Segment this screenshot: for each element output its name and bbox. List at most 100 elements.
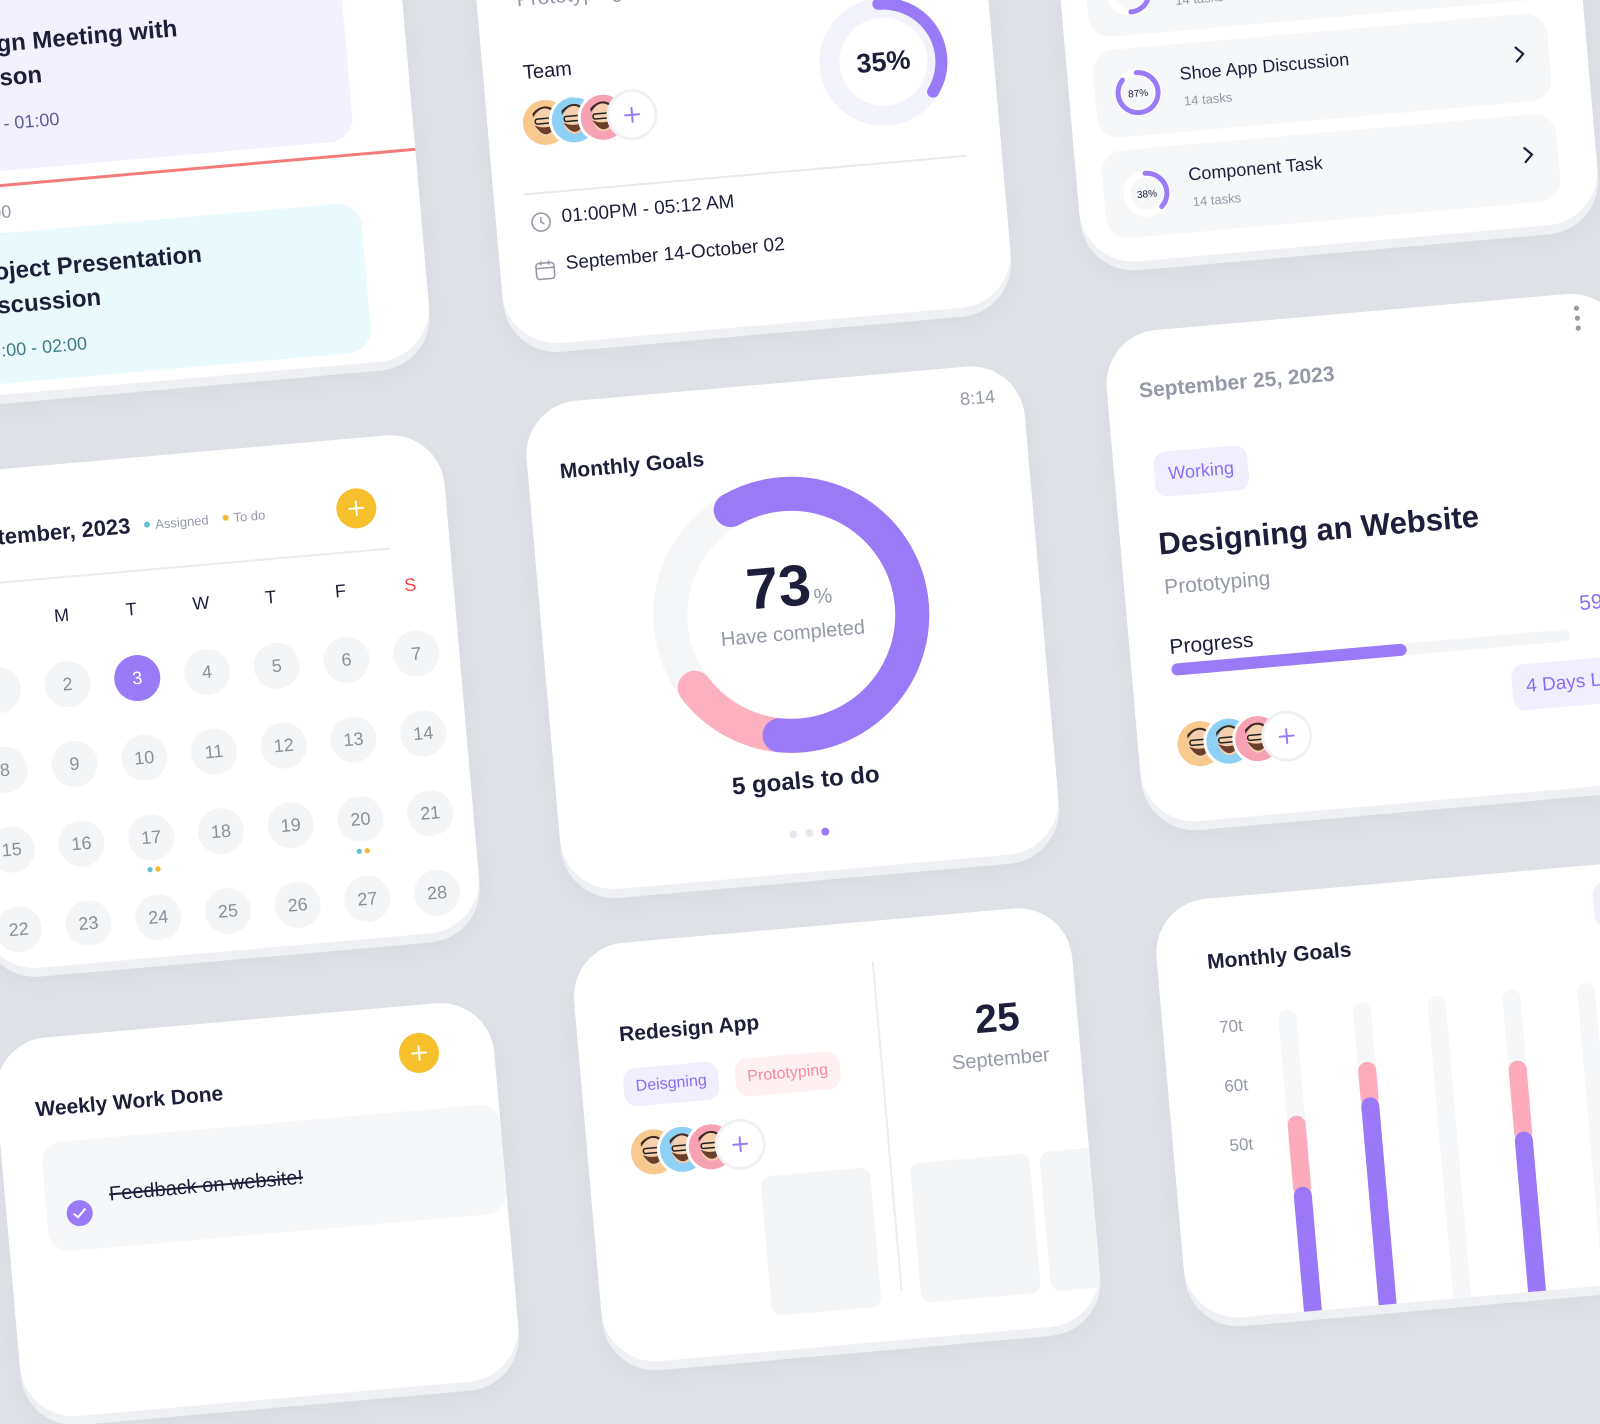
event-dot (147, 867, 153, 873)
avatar-beard (592, 118, 615, 130)
status-pill: Working (1152, 444, 1250, 498)
day-circle (135, 894, 182, 941)
bar-chart: 70t 60t 50t (1218, 982, 1600, 1322)
task-subtitle: 14 tasks (1183, 89, 1233, 109)
avatar-hair (669, 1133, 694, 1145)
clock: 8:14 (959, 386, 996, 410)
progress-fill (1171, 643, 1407, 676)
day-circle (393, 630, 440, 677)
weekday-label: F (334, 581, 347, 602)
add-icon (1278, 728, 1295, 745)
progress-value: 59 (1578, 590, 1600, 616)
task-subtitle: 14 tasks (1175, 0, 1225, 8)
y-tick-label: 50t (1229, 1134, 1254, 1155)
chevron (1523, 147, 1534, 164)
day-label: 11 (204, 741, 224, 763)
bar (1358, 1061, 1379, 1107)
todo-text: Feedback on website! (108, 1166, 304, 1206)
bar (1361, 1097, 1407, 1322)
bar (1508, 1060, 1533, 1141)
card-title: Redesign App (618, 1011, 761, 1047)
goal-ring (653, 476, 930, 753)
y-tick-label: 60t (1224, 1075, 1249, 1096)
add-icon (732, 1136, 749, 1153)
day-circle (51, 740, 98, 787)
category: Prototyping (516, 0, 624, 12)
project-title: Designing an Website (1156, 498, 1481, 562)
time-range: 01:00PM - 05:12 AM (560, 191, 736, 228)
add-button[interactable] (335, 487, 378, 530)
task-title: Shoe App Discussion (1178, 49, 1350, 84)
day-number: 25 (973, 994, 1022, 1043)
pager-dot (805, 829, 814, 838)
schedule-card: gn Meeting with son - 01:00 00 oject Present… (0, 0, 434, 401)
avatar-beard (671, 1150, 694, 1162)
day-circle (44, 661, 91, 708)
avatar-hair (1244, 722, 1270, 734)
task-row[interactable]: 38% Component Task 14 tasks (1100, 112, 1563, 240)
check (66, 1200, 93, 1227)
day-circle (0, 826, 35, 873)
avatar-hair (1187, 727, 1212, 739)
day-circle (184, 648, 231, 695)
weekly-card: Weekly Work Done Feedback on website! (0, 998, 523, 1421)
task-ring: 38% (1123, 169, 1171, 217)
chevron-icon (1523, 147, 1534, 164)
calendar-icon (535, 260, 556, 281)
add-button-icon (411, 1044, 427, 1061)
bar-track (1577, 982, 1600, 1322)
day-circle (0, 906, 42, 953)
day-label: 27 (357, 888, 379, 910)
event-dot (155, 866, 161, 872)
ring-label: 38% (1137, 188, 1158, 201)
weekday-label: W (192, 593, 211, 614)
day-label: 12 (273, 735, 295, 757)
hour-label: 00 (0, 201, 13, 223)
task-title: Component Task (1187, 152, 1324, 185)
avatar-group (1174, 710, 1313, 770)
clock-face (531, 212, 551, 232)
day-circle (190, 728, 237, 775)
avatar-beard (1189, 744, 1212, 756)
day-label: 3 (131, 668, 143, 689)
day-label: 21 (419, 802, 441, 824)
ring-label: 87% (1128, 88, 1149, 101)
day-label: 28 (426, 882, 448, 904)
divider (871, 960, 903, 1290)
day-label: 13 (343, 729, 365, 751)
add-button[interactable] (397, 1031, 440, 1074)
day-label: 6 (341, 649, 353, 670)
day-circle (121, 734, 168, 781)
avatar-hair (590, 101, 615, 113)
day-circle (267, 802, 314, 849)
task-row[interactable]: 14 tasks (1082, 0, 1545, 39)
preview-thumb (760, 1167, 882, 1317)
day-circle (344, 875, 391, 922)
progress-label: Progress (1168, 628, 1255, 659)
clock-hands (539, 217, 545, 225)
preview-thumb (1039, 1147, 1105, 1292)
card-title: Weekly Work Done (34, 1082, 225, 1122)
ring-value (819, 0, 948, 126)
chevron (1514, 46, 1525, 63)
event-title: son (0, 61, 44, 92)
day-label: 18 (210, 821, 232, 843)
avatar-group (519, 89, 658, 148)
avatar-beard (642, 1152, 665, 1164)
day-circle (253, 642, 300, 689)
weekday-label: T (125, 599, 138, 620)
day-label: 14 (412, 723, 434, 745)
avatar-hair (698, 1130, 723, 1142)
day-label: 20 (350, 808, 372, 830)
task-ring (1105, 0, 1153, 16)
check-bg (66, 1200, 93, 1227)
date-range: September 14-October 02 (564, 234, 786, 275)
day-label: 4 (201, 662, 213, 683)
menu[interactable] (1571, 303, 1584, 334)
pager (789, 827, 830, 839)
day-circle (197, 808, 244, 855)
task-row[interactable]: 87% Shoe App Discussion 14 tasks (1091, 11, 1554, 140)
divider (523, 154, 967, 196)
avatar-beard (534, 123, 557, 135)
avatar-beard (1247, 739, 1269, 751)
